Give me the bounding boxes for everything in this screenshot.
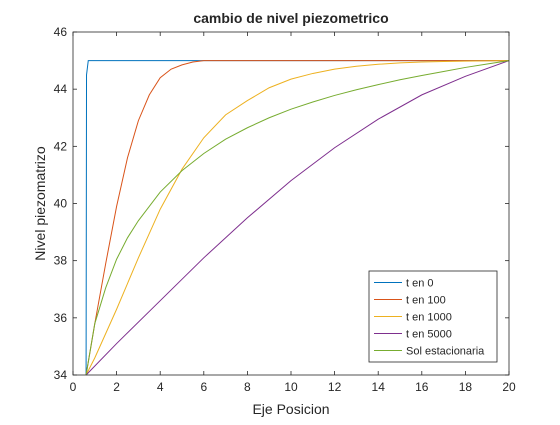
- y-tick-label: 46: [54, 25, 68, 39]
- x-tick-label: 10: [284, 380, 298, 394]
- y-tick-label: 34: [54, 368, 68, 382]
- x-tick-label: 2: [113, 380, 120, 394]
- x-tick-label: 8: [244, 380, 251, 394]
- x-tick-label: 0: [70, 380, 77, 394]
- y-tick-label: 36: [54, 311, 68, 325]
- x-axis-label: Eje Posicion: [252, 401, 329, 417]
- legend-label-1: t en 100: [406, 295, 446, 307]
- series-line-3: [85, 60, 510, 376]
- legend-label-0: t en 0: [406, 278, 434, 290]
- y-axis-label: Nivel piezomatrizo: [32, 146, 48, 261]
- legend-label-3: t en 5000: [406, 329, 452, 341]
- series-layer: [85, 60, 510, 376]
- y-tick-label: 42: [54, 139, 68, 153]
- series-line-1: [85, 60, 509, 376]
- series-line-2: [85, 60, 510, 376]
- legend-label-4: Sol estacionaria: [406, 346, 485, 358]
- x-tick-label: 6: [200, 380, 207, 394]
- y-tick-label: 40: [54, 197, 68, 211]
- legend-label-2: t en 1000: [406, 312, 452, 324]
- x-tick-label: 16: [415, 380, 429, 394]
- chart-title: cambio de nivel piezometrico: [193, 10, 388, 26]
- x-tick-label: 20: [502, 380, 516, 394]
- x-tick-label: 12: [328, 380, 342, 394]
- y-tick-label: 38: [54, 254, 68, 268]
- x-tick-label: 4: [157, 380, 164, 394]
- x-tick-label: 18: [459, 380, 473, 394]
- legend: t en 0 t en 100 t en 1000 t en 5000 Sol esta…: [368, 270, 498, 363]
- series-line-4: [85, 60, 510, 376]
- y-tick-label: 44: [54, 82, 68, 96]
- x-tick-label: 14: [372, 380, 386, 394]
